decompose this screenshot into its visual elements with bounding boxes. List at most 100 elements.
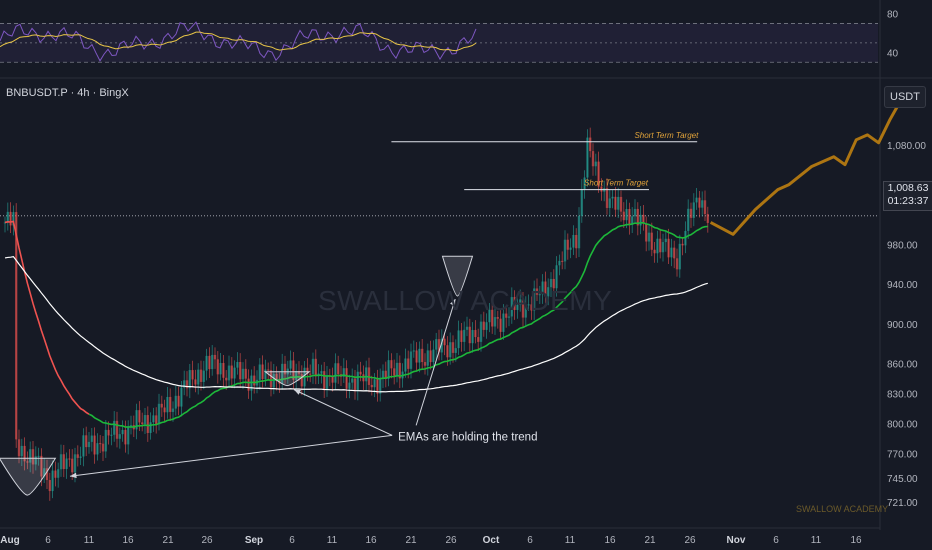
candle-body (653, 249, 656, 254)
candle-body (393, 368, 396, 376)
candle-body (589, 137, 592, 152)
annotation-arrow (69, 434, 393, 477)
candle-body (449, 342, 452, 358)
candle-body (9, 211, 12, 226)
price-tick-label: 980.00 (887, 240, 918, 251)
current-price-tag: 1,008.63 01:23:37 (883, 181, 932, 211)
candle-body (510, 297, 513, 317)
candle-body (370, 384, 373, 388)
currency-badge[interactable]: USDT (884, 86, 926, 108)
candle-body (82, 435, 85, 457)
annotation-arrow (293, 389, 393, 436)
candle-body (429, 350, 432, 363)
bounce-zone-late-sep (441, 255, 474, 297)
candle-body (306, 367, 309, 374)
candle-body (211, 354, 214, 370)
candle-body (446, 345, 449, 358)
candle-body (26, 461, 29, 463)
target-label-2: Short Term Target (584, 179, 649, 188)
candle-body (227, 365, 231, 381)
candle-body (6, 211, 9, 223)
candle-body (524, 304, 527, 318)
candle-body (295, 370, 298, 380)
candle-body (348, 382, 351, 389)
candle-body (225, 377, 228, 381)
time-tick-label: 16 (604, 535, 616, 546)
candle-body (435, 339, 438, 350)
candle-body (59, 454, 63, 470)
time-tick-label: 16 (122, 535, 134, 546)
candle-body (538, 294, 541, 296)
candle-body (633, 208, 637, 217)
candle-body (412, 350, 415, 352)
candle-body (314, 358, 317, 377)
watermark-small: SWALLOW ACADEMY (796, 504, 889, 514)
time-tick-label: Oct (483, 535, 500, 546)
annotation-arrowhead (69, 472, 77, 479)
candle-body (107, 429, 110, 436)
candle-body (325, 375, 329, 390)
candle-body (544, 281, 547, 297)
candle-body (535, 288, 539, 295)
candle-body (51, 470, 54, 492)
candle-body (516, 304, 519, 310)
price-tick-label: 860.00 (887, 360, 918, 371)
candle-body (17, 439, 21, 457)
candle-body (261, 364, 264, 379)
candle-body (160, 403, 163, 408)
bounce-zone-aug (0, 457, 57, 496)
time-tick-label: 11 (565, 535, 576, 546)
candle-body (650, 232, 653, 250)
candle-body (281, 363, 284, 384)
candle-body (320, 371, 323, 374)
candle-body (185, 380, 189, 389)
bar-countdown-label: 01:23:37 (887, 195, 929, 207)
candle-body (555, 265, 558, 289)
price-tick-label: 770.00 (887, 449, 918, 460)
candle-body (87, 441, 91, 448)
candle-body (605, 188, 609, 208)
candle-body (73, 454, 77, 473)
candle-body (678, 243, 681, 270)
candle-body (479, 321, 483, 342)
candle-body (337, 363, 340, 375)
candle-body (642, 214, 645, 224)
candle-body (275, 373, 278, 381)
time-tick-label: Aug (0, 535, 19, 546)
candle-body (180, 387, 183, 407)
candle-body (614, 196, 617, 210)
candle-body (96, 443, 99, 455)
time-tick-label: 6 (45, 535, 51, 546)
candle-body (353, 378, 357, 391)
candle-body (541, 281, 544, 295)
candle-body (149, 422, 152, 433)
candle-body (269, 370, 273, 388)
time-tick-label: 16 (365, 535, 377, 546)
candle-body (482, 321, 485, 330)
price-tick-label: 721.00 (887, 498, 918, 509)
candle-body (597, 161, 600, 187)
candle-body (454, 348, 457, 353)
candle-body (706, 214, 709, 223)
candle-body (667, 238, 670, 258)
candle-body (513, 297, 516, 310)
candle-body (387, 360, 390, 379)
candle-body (591, 151, 595, 167)
time-tick-label: 21 (644, 535, 656, 546)
candle-body (519, 299, 522, 305)
candle-body (323, 371, 326, 390)
candle-body (138, 410, 141, 423)
candle-body (468, 326, 471, 344)
candle-body (415, 350, 418, 363)
candle-body (199, 369, 203, 382)
candles-group (3, 127, 709, 501)
candle-body (197, 369, 200, 385)
candle-body (359, 371, 362, 375)
candle-body (351, 378, 354, 383)
symbol-title[interactable]: BNBUSDT.P · 4h · BingX (6, 87, 129, 99)
candle-body (583, 177, 586, 189)
target-label-1: Short Term Target (634, 131, 699, 140)
projection-path (709, 99, 903, 236)
